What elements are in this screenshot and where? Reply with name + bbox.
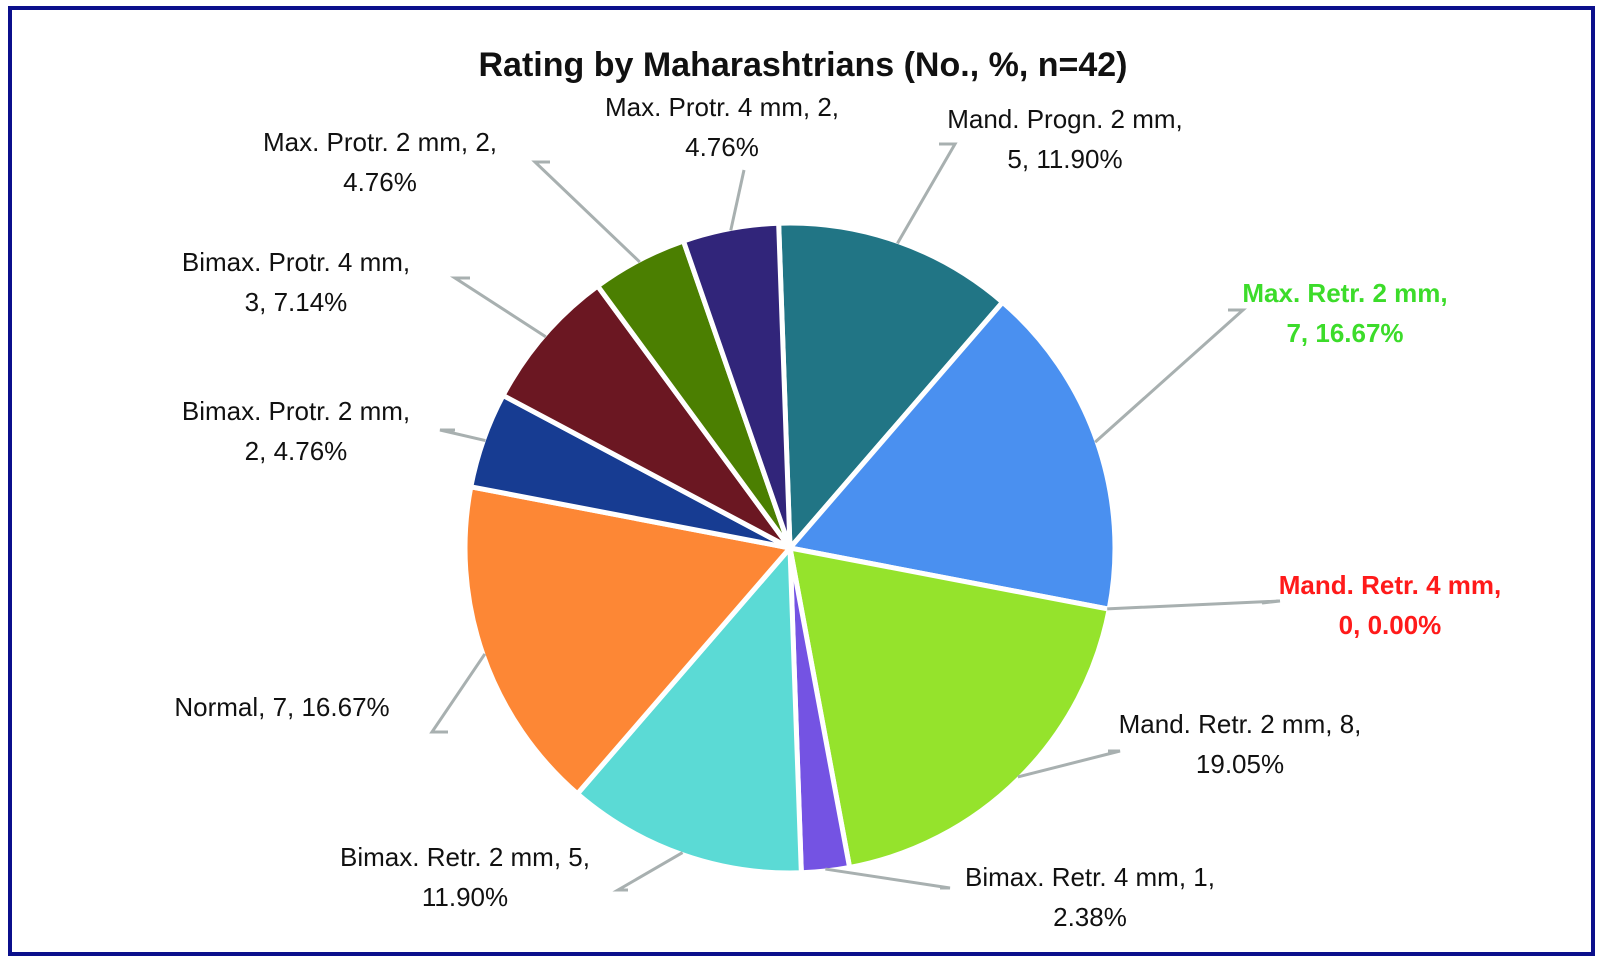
leader-line — [1017, 749, 1121, 779]
pie-slice-mand-retr-2-mm — [787, 545, 1112, 870]
data-label: Mand. Retr. 4 mm, 0, 0.00% — [1279, 570, 1502, 640]
leader-line — [429, 653, 487, 734]
data-label: Max. Retr. 2 mm, 7, 16.67% — [1242, 278, 1447, 348]
data-labels: Mand. Progn. 2 mm, 5, 11.90% Max. Retr. 2 … — [174, 92, 1501, 932]
leader-line — [825, 867, 951, 890]
pie-slices — [462, 220, 1118, 876]
data-label: Normal, 7, 16.67% — [174, 692, 389, 722]
data-label: Max. Protr. 2 mm, 2, 4.76% — [263, 127, 497, 197]
data-label: Bimax. Protr. 4 mm, 3, 7.14% — [182, 247, 410, 317]
leader-line — [1107, 599, 1281, 611]
leader-line — [449, 276, 547, 338]
data-label: Mand. Retr. 2 mm, 8, 19.05% — [1119, 709, 1362, 779]
data-label: Mand. Progn. 2 mm, 5, 11.90% — [947, 104, 1183, 174]
data-label: Bimax. Retr. 4 mm, 1, 2.38% — [965, 862, 1215, 932]
leader-line — [531, 160, 641, 264]
chart-title: Rating by Maharashtrians (No., %, n=42) — [479, 46, 1128, 84]
leader-line — [439, 428, 486, 443]
data-label: Max. Protr. 4 mm, 2, 4.76% — [605, 92, 839, 162]
leader-line — [729, 169, 746, 231]
leader-lines — [429, 142, 1281, 892]
leader-line — [896, 142, 958, 245]
leader-line — [1094, 308, 1247, 444]
data-label: Bimax. Protr. 2 mm, 2, 4.76% — [182, 396, 410, 466]
data-label: Bimax. Retr. 2 mm, 5, 11.90% — [340, 842, 590, 912]
leader-line — [612, 851, 684, 892]
